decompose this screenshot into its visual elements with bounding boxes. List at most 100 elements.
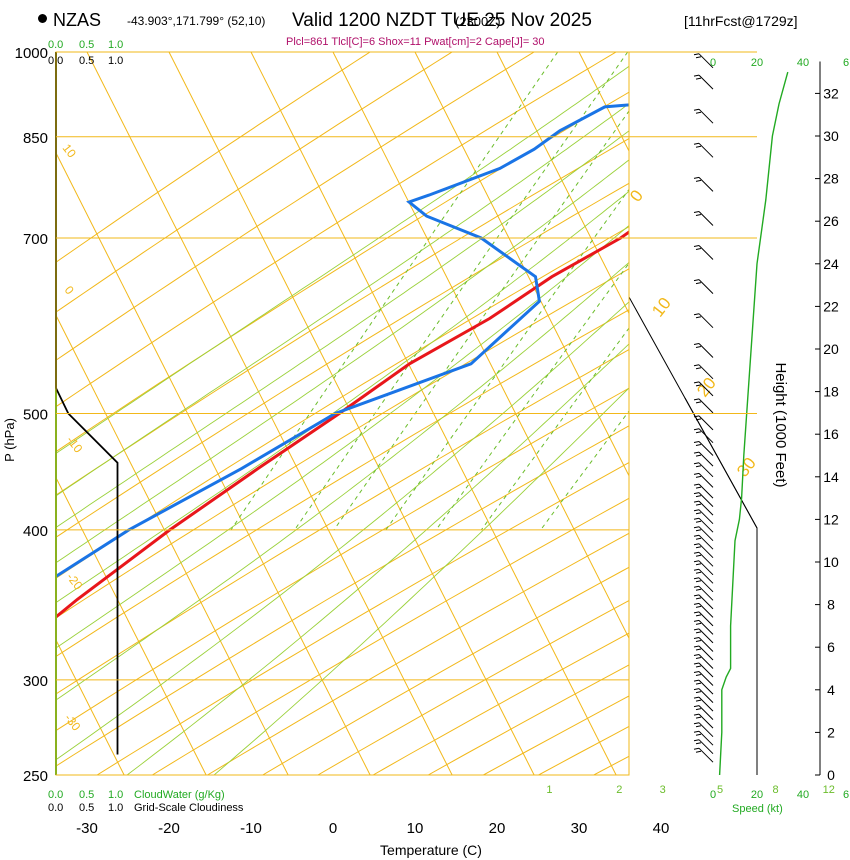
wind-barb bbox=[693, 747, 714, 763]
wind-barb bbox=[693, 654, 714, 669]
forecast-info: [11hrFcst@1729z] bbox=[684, 13, 798, 29]
wind-barb bbox=[693, 462, 714, 478]
cloudwater-top-tick: 0.0 bbox=[48, 39, 63, 51]
stability-indices: Plcl=861 Tlcl[C]=6 Shox=11 Pwat[cm]=2 Ca… bbox=[286, 36, 545, 48]
temp-line-label: 10 bbox=[648, 294, 675, 321]
pressure-tick-label: 1000 bbox=[15, 45, 48, 62]
wind-barb bbox=[693, 705, 714, 720]
wind-barb bbox=[693, 568, 714, 584]
temp-line-label: 0 bbox=[62, 283, 77, 297]
mixing-ratio-line bbox=[294, 52, 629, 531]
moist-adiabat-line bbox=[126, 343, 629, 775]
dry-adiabat-line bbox=[56, 52, 536, 361]
wind-barb bbox=[693, 662, 714, 678]
cloudwater-top-tick: 0.5 bbox=[79, 39, 94, 51]
temperature-tick-label: 0 bbox=[329, 820, 337, 837]
height-tick-label: 20 bbox=[823, 341, 839, 357]
speed-top-tick: 40 bbox=[797, 57, 809, 69]
moist-adiabat-line bbox=[56, 103, 629, 497]
wind-barb bbox=[693, 637, 714, 652]
station-name: NZAS bbox=[38, 10, 101, 31]
cloudiness-top-tick: 1.0 bbox=[108, 55, 123, 67]
temperature-tick-label: -10 bbox=[240, 820, 262, 837]
wind-barb bbox=[693, 534, 714, 550]
cloudwater-label: CloudWater (g/Kg) bbox=[134, 789, 225, 801]
utc-time: (2300Z) bbox=[455, 14, 501, 29]
height-axis-title: Height (1000 Feet) bbox=[772, 362, 789, 487]
station-id: NZAS bbox=[53, 10, 102, 30]
temp-line-label: -20 bbox=[64, 570, 86, 593]
isotherm-line bbox=[56, 639, 125, 775]
height-tick-label: 10 bbox=[823, 554, 839, 570]
mixing-ratio-line bbox=[435, 262, 629, 531]
wind-barb bbox=[693, 577, 714, 593]
wind-panel: 0246810121416182022242628303200202040406… bbox=[628, 53, 849, 801]
dry-adiabat-line bbox=[56, 309, 629, 658]
height-tick-label: 4 bbox=[827, 682, 835, 698]
wind-barb bbox=[693, 441, 714, 456]
dry-adiabat-line bbox=[56, 349, 629, 695]
wind-barb bbox=[693, 428, 714, 444]
wind-barb bbox=[693, 176, 714, 192]
isotherm-line bbox=[743, 52, 850, 775]
wind-barb bbox=[693, 722, 714, 738]
temperature-tick-label: 20 bbox=[489, 820, 506, 837]
wind-barb bbox=[693, 628, 714, 644]
height-tick-label: 0 bbox=[827, 767, 835, 783]
temperature-tick-label: -20 bbox=[158, 820, 180, 837]
wind-barb bbox=[693, 415, 714, 431]
height-tick-label: 30 bbox=[823, 128, 839, 144]
height-tick-label: 22 bbox=[823, 298, 839, 314]
valid-time: Valid 1200 NZDT TUE 25 Nov 2025 bbox=[292, 10, 592, 31]
wind-panel-boundary bbox=[628, 296, 758, 775]
speed-bottom-tick: 6 bbox=[843, 789, 849, 801]
wind-barb bbox=[693, 543, 714, 559]
wind-barb bbox=[693, 551, 714, 567]
cloudwater-bottom-tick: 0.0 bbox=[48, 789, 63, 801]
temp-line-label: 30 bbox=[733, 454, 760, 481]
height-tick-label: 12 bbox=[823, 511, 839, 527]
wind-barb bbox=[693, 483, 714, 499]
wind-barb bbox=[693, 364, 714, 380]
cloudiness-top-tick: 0.5 bbox=[79, 55, 94, 67]
wind-barb bbox=[693, 619, 714, 635]
wind-barb bbox=[693, 343, 714, 358]
wind-barb bbox=[693, 398, 714, 414]
pressure-tick-label: 250 bbox=[23, 768, 48, 785]
station-dot-icon bbox=[38, 14, 47, 23]
dry-adiabat-line bbox=[96, 461, 629, 775]
mixing-ratio-label: 3 bbox=[660, 784, 666, 796]
isopleth-lines bbox=[56, 27, 850, 797]
dry-adiabat-line bbox=[206, 532, 629, 775]
speed-bottom-tick: 0 bbox=[710, 789, 716, 801]
sounding-traces bbox=[56, 52, 850, 619]
wind-barb bbox=[693, 74, 714, 90]
pressure-tick-label: 500 bbox=[23, 407, 48, 424]
wind-barb bbox=[693, 602, 714, 618]
speed-top-tick: 20 bbox=[751, 57, 763, 69]
wind-barb bbox=[693, 142, 714, 158]
parcel-trace bbox=[784, 52, 850, 87]
moist-adiabat-line bbox=[56, 224, 629, 649]
dry-adiabat-line bbox=[56, 52, 372, 263]
pressure-tick-label: 850 bbox=[23, 130, 48, 147]
y-axis-title: P (hPa) bbox=[2, 418, 17, 462]
wind-barb bbox=[693, 279, 714, 294]
temperature-tick-label: -30 bbox=[76, 820, 98, 837]
wind-barb bbox=[693, 679, 714, 695]
height-tick-label: 2 bbox=[827, 724, 835, 740]
mixing-ratio-line bbox=[540, 410, 629, 531]
dry-adiabat-line bbox=[609, 27, 850, 797]
cloudiness-label: Grid-Scale Cloudiness bbox=[134, 802, 244, 814]
dry-adiabat-line bbox=[151, 497, 629, 775]
wind-barb bbox=[693, 108, 714, 124]
dry-adiabat-line bbox=[56, 52, 618, 408]
temp-line-label: 10 bbox=[60, 141, 79, 160]
wind-barb bbox=[693, 381, 714, 397]
moist-adiabat-line bbox=[56, 190, 629, 604]
height-tick-label: 16 bbox=[823, 426, 839, 442]
pressure-tick-label: 400 bbox=[23, 523, 48, 540]
wind-barb bbox=[693, 211, 714, 226]
